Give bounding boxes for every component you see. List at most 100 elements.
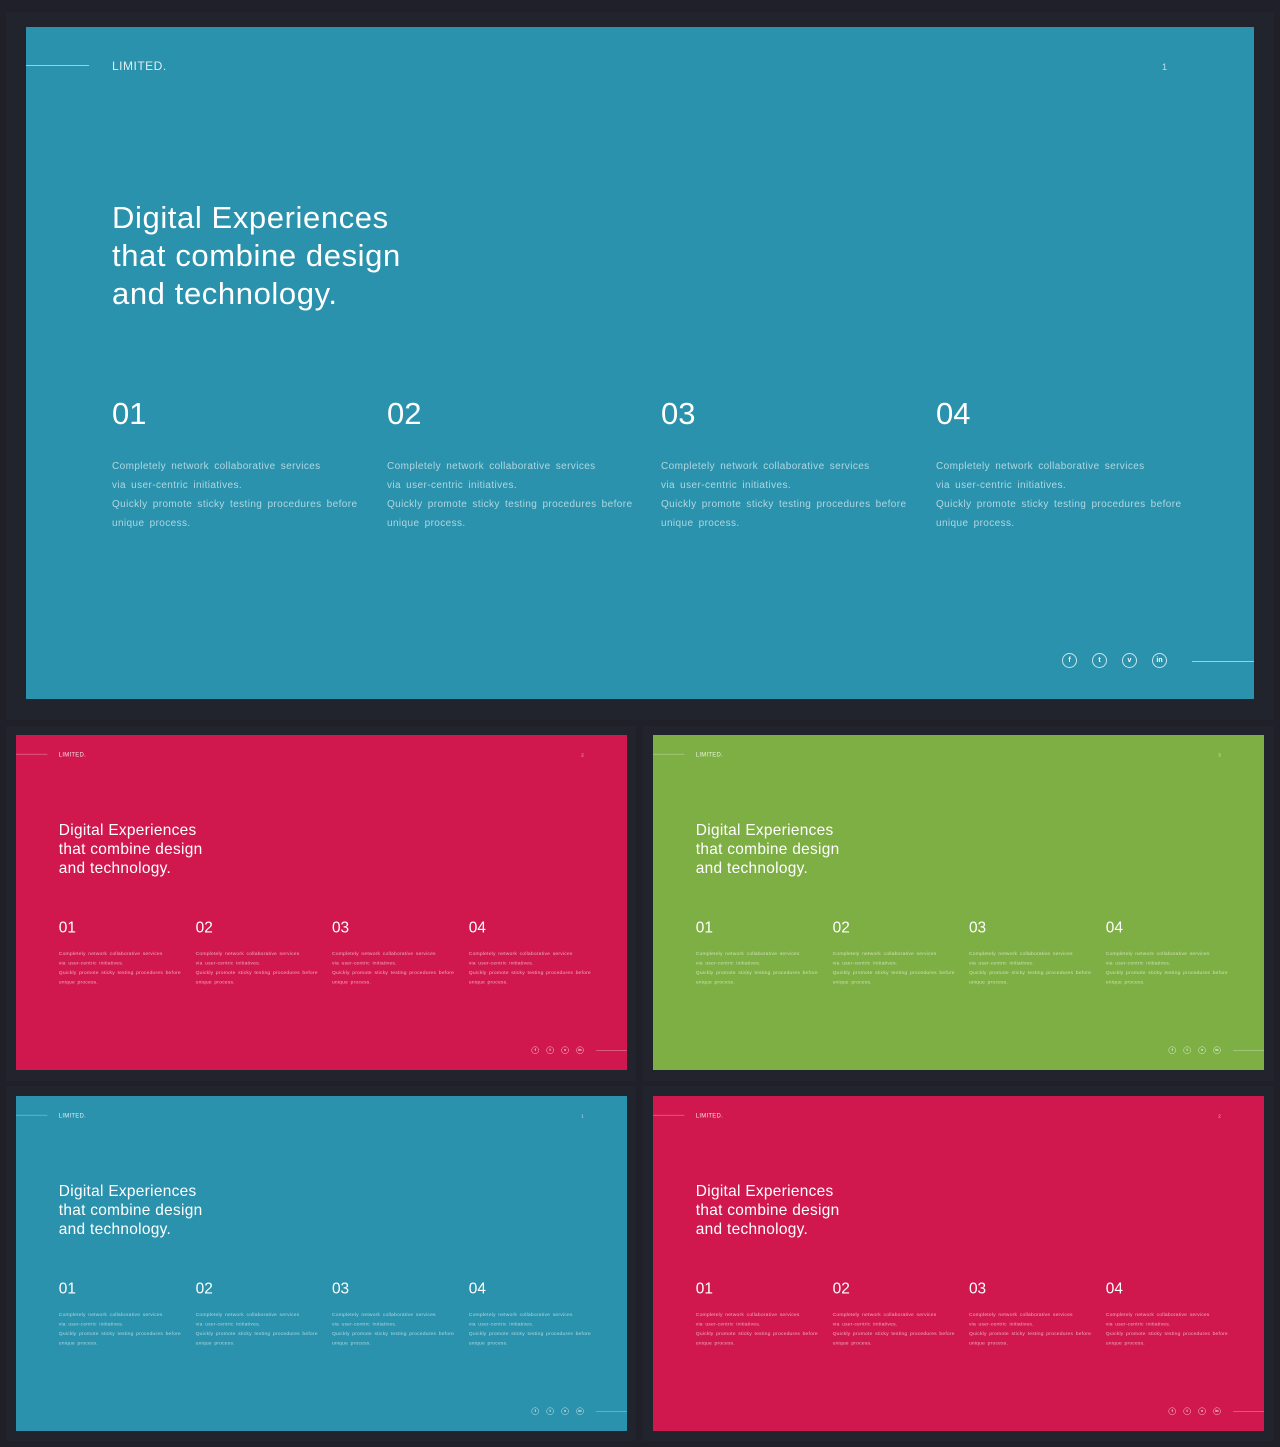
feature-description-line: Completely network collaborative service… (832, 1311, 937, 1318)
headline-line: Digital Experiences (58, 1182, 197, 1200)
slide-1-blue-large[interactable]: LIMITED. 1 Digital Experiences that combine… (26, 27, 1254, 699)
headline: Digital Experiences that combine design an… (112, 199, 401, 313)
slide-3-green[interactable]: LIMITED. 3 Digital Experiences that combine… (653, 735, 1264, 1070)
headline-line: Digital Experiences (695, 821, 834, 839)
feature-description: Completely network collaborative service… (112, 457, 362, 533)
feature-description-line: via user-centric initiatives. (968, 1321, 1034, 1327)
headline-line: and technology. (112, 276, 338, 311)
feature-description-line: unique process. (195, 1340, 235, 1346)
feature-description-line: Quickly promote sticky testing procedure… (968, 969, 1092, 976)
feature-number: 03 (968, 918, 987, 937)
feature-column-2: 02 Completely network collaborative servi… (196, 1279, 320, 1348)
page-number: 1 (581, 1113, 584, 1119)
facebook-icon[interactable]: f (531, 1407, 539, 1415)
feature-description-line: Completely network collaborative service… (468, 950, 573, 957)
twitter-icon[interactable]: t (1183, 1046, 1191, 1054)
vimeo-icon[interactable]: v (1198, 1046, 1206, 1054)
page-number: 3 (1218, 752, 1221, 758)
feature-description-line: unique process. (58, 979, 98, 985)
twitter-icon[interactable]: t (546, 1046, 554, 1054)
vimeo-icon[interactable]: v (1198, 1407, 1206, 1415)
slide-5-red[interactable]: LIMITED. 2 Digital Experiences that combine… (653, 1096, 1264, 1431)
feature-description-line: unique process. (832, 1340, 872, 1346)
feature-description-line: Quickly promote sticky testing procedure… (1105, 969, 1228, 976)
feature-description-line: Completely network collaborative service… (468, 1311, 573, 1318)
feature-description-line: via user-centric initiatives. (832, 1321, 898, 1327)
feature-column-4: 04 Completely network collaborative servi… (936, 395, 1186, 533)
feature-description-line: via user-centric initiatives. (468, 1321, 534, 1327)
slide-content: LIMITED. 1 Digital Experiences that combine… (16, 1096, 627, 1430)
feature-number: 04 (1105, 918, 1123, 937)
feature-column-4: 04 Completely network collaborative servi… (1106, 1279, 1230, 1348)
feature-description-line: Quickly promote sticky testing procedure… (832, 969, 955, 976)
feature-description: Completely network collaborative service… (936, 457, 1186, 533)
linkedin-icon[interactable]: in (1152, 653, 1167, 668)
slide-content: LIMITED. 2 Digital Experiences that combine… (16, 735, 627, 1069)
facebook-icon[interactable]: f (1062, 653, 1077, 668)
feature-number: 02 (387, 396, 422, 431)
feature-description-line: Quickly promote sticky testing procedure… (695, 1330, 818, 1337)
vimeo-icon[interactable]: v (561, 1407, 569, 1415)
slide-2-red[interactable]: LIMITED. 2 Digital Experiences that combine… (16, 735, 627, 1070)
feature-description-line: via user-centric initiatives. (695, 1321, 761, 1327)
linkedin-icon[interactable]: in (576, 1046, 584, 1054)
feature-description-line: unique process. (195, 979, 235, 985)
feature-description-line: Completely network collaborative service… (195, 950, 300, 957)
feature-number: 04 (468, 918, 486, 937)
feature-description-line: Completely network collaborative service… (331, 950, 436, 957)
feature-description-line: via user-centric initiatives. (331, 1321, 397, 1327)
linkedin-icon[interactable]: in (576, 1407, 584, 1415)
feature-description-line: Quickly promote sticky testing procedure… (936, 499, 1182, 510)
facebook-icon[interactable]: f (1168, 1046, 1176, 1054)
vimeo-icon[interactable]: v (1122, 653, 1137, 668)
feature-description-line: via user-centric initiatives. (387, 480, 518, 491)
headline-line: that combine design (695, 1200, 840, 1219)
feature-column-1: 01 Completely network collaborative servi… (59, 1279, 183, 1348)
feature-column-1: 01 Completely network collaborative servi… (59, 918, 183, 987)
feature-description-line: Completely network collaborative service… (1105, 950, 1210, 957)
page-number: 2 (581, 752, 584, 758)
headline-line: Digital Experiences (695, 1182, 834, 1200)
linkedin-icon[interactable]: in (1213, 1046, 1221, 1054)
feature-number: 03 (968, 1279, 987, 1298)
feature-description-line: Completely network collaborative service… (195, 1311, 300, 1318)
vimeo-icon[interactable]: v (561, 1046, 569, 1054)
feature-description-line: Quickly promote sticky testing procedure… (58, 1330, 181, 1337)
headline: Digital Experiences that combine design an… (59, 821, 203, 878)
feature-description-line: via user-centric initiatives. (331, 960, 397, 966)
feature-description-line: Quickly promote sticky testing procedure… (58, 969, 181, 976)
feature-description-line: unique process. (331, 1340, 372, 1346)
feature-description-line: Quickly promote sticky testing procedure… (661, 499, 907, 510)
feature-description: Completely network collaborative service… (969, 949, 1093, 987)
headline-line: and technology. (695, 1219, 809, 1238)
twitter-icon[interactable]: t (1092, 653, 1107, 668)
brand-logo: LIMITED. (112, 59, 167, 73)
feature-description-line: via user-centric initiatives. (695, 960, 761, 966)
feature-description-line: Completely network collaborative service… (936, 461, 1145, 472)
feature-column-4: 04 Completely network collaborative servi… (469, 1279, 593, 1348)
feature-number: 01 (58, 1279, 76, 1298)
twitter-icon[interactable]: t (546, 1407, 554, 1415)
feature-description-line: Quickly promote sticky testing procedure… (1105, 1330, 1228, 1337)
social-divider-line (1192, 661, 1254, 662)
feature-number: 03 (331, 1279, 350, 1298)
twitter-icon[interactable]: t (1183, 1407, 1191, 1415)
facebook-icon[interactable]: f (1168, 1407, 1176, 1415)
feature-description-line: Quickly promote sticky testing procedure… (112, 499, 358, 510)
facebook-icon[interactable]: f (531, 1046, 539, 1054)
slide-4-blue[interactable]: LIMITED. 1 Digital Experiences that combine… (16, 1096, 627, 1431)
feature-description: Completely network collaborative service… (833, 949, 957, 987)
feature-column-1: 01 Completely network collaborative servi… (696, 918, 820, 987)
linkedin-icon[interactable]: in (1213, 1407, 1221, 1415)
feature-number: 04 (936, 396, 971, 431)
feature-number: 01 (695, 918, 713, 937)
feature-description-line: unique process. (695, 1340, 735, 1346)
feature-description-line: Quickly promote sticky testing procedure… (387, 499, 633, 510)
feature-description-line: Quickly promote sticky testing procedure… (195, 1330, 318, 1337)
feature-number: 02 (195, 918, 213, 937)
feature-description-line: unique process. (468, 1340, 508, 1346)
feature-column-3: 03 Completely network collaborative servi… (332, 1279, 456, 1348)
feature-description-line: via user-centric initiatives. (195, 1321, 261, 1327)
feature-description-line: Completely network collaborative service… (832, 950, 937, 957)
headline: Digital Experiences that combine design an… (59, 1182, 203, 1239)
